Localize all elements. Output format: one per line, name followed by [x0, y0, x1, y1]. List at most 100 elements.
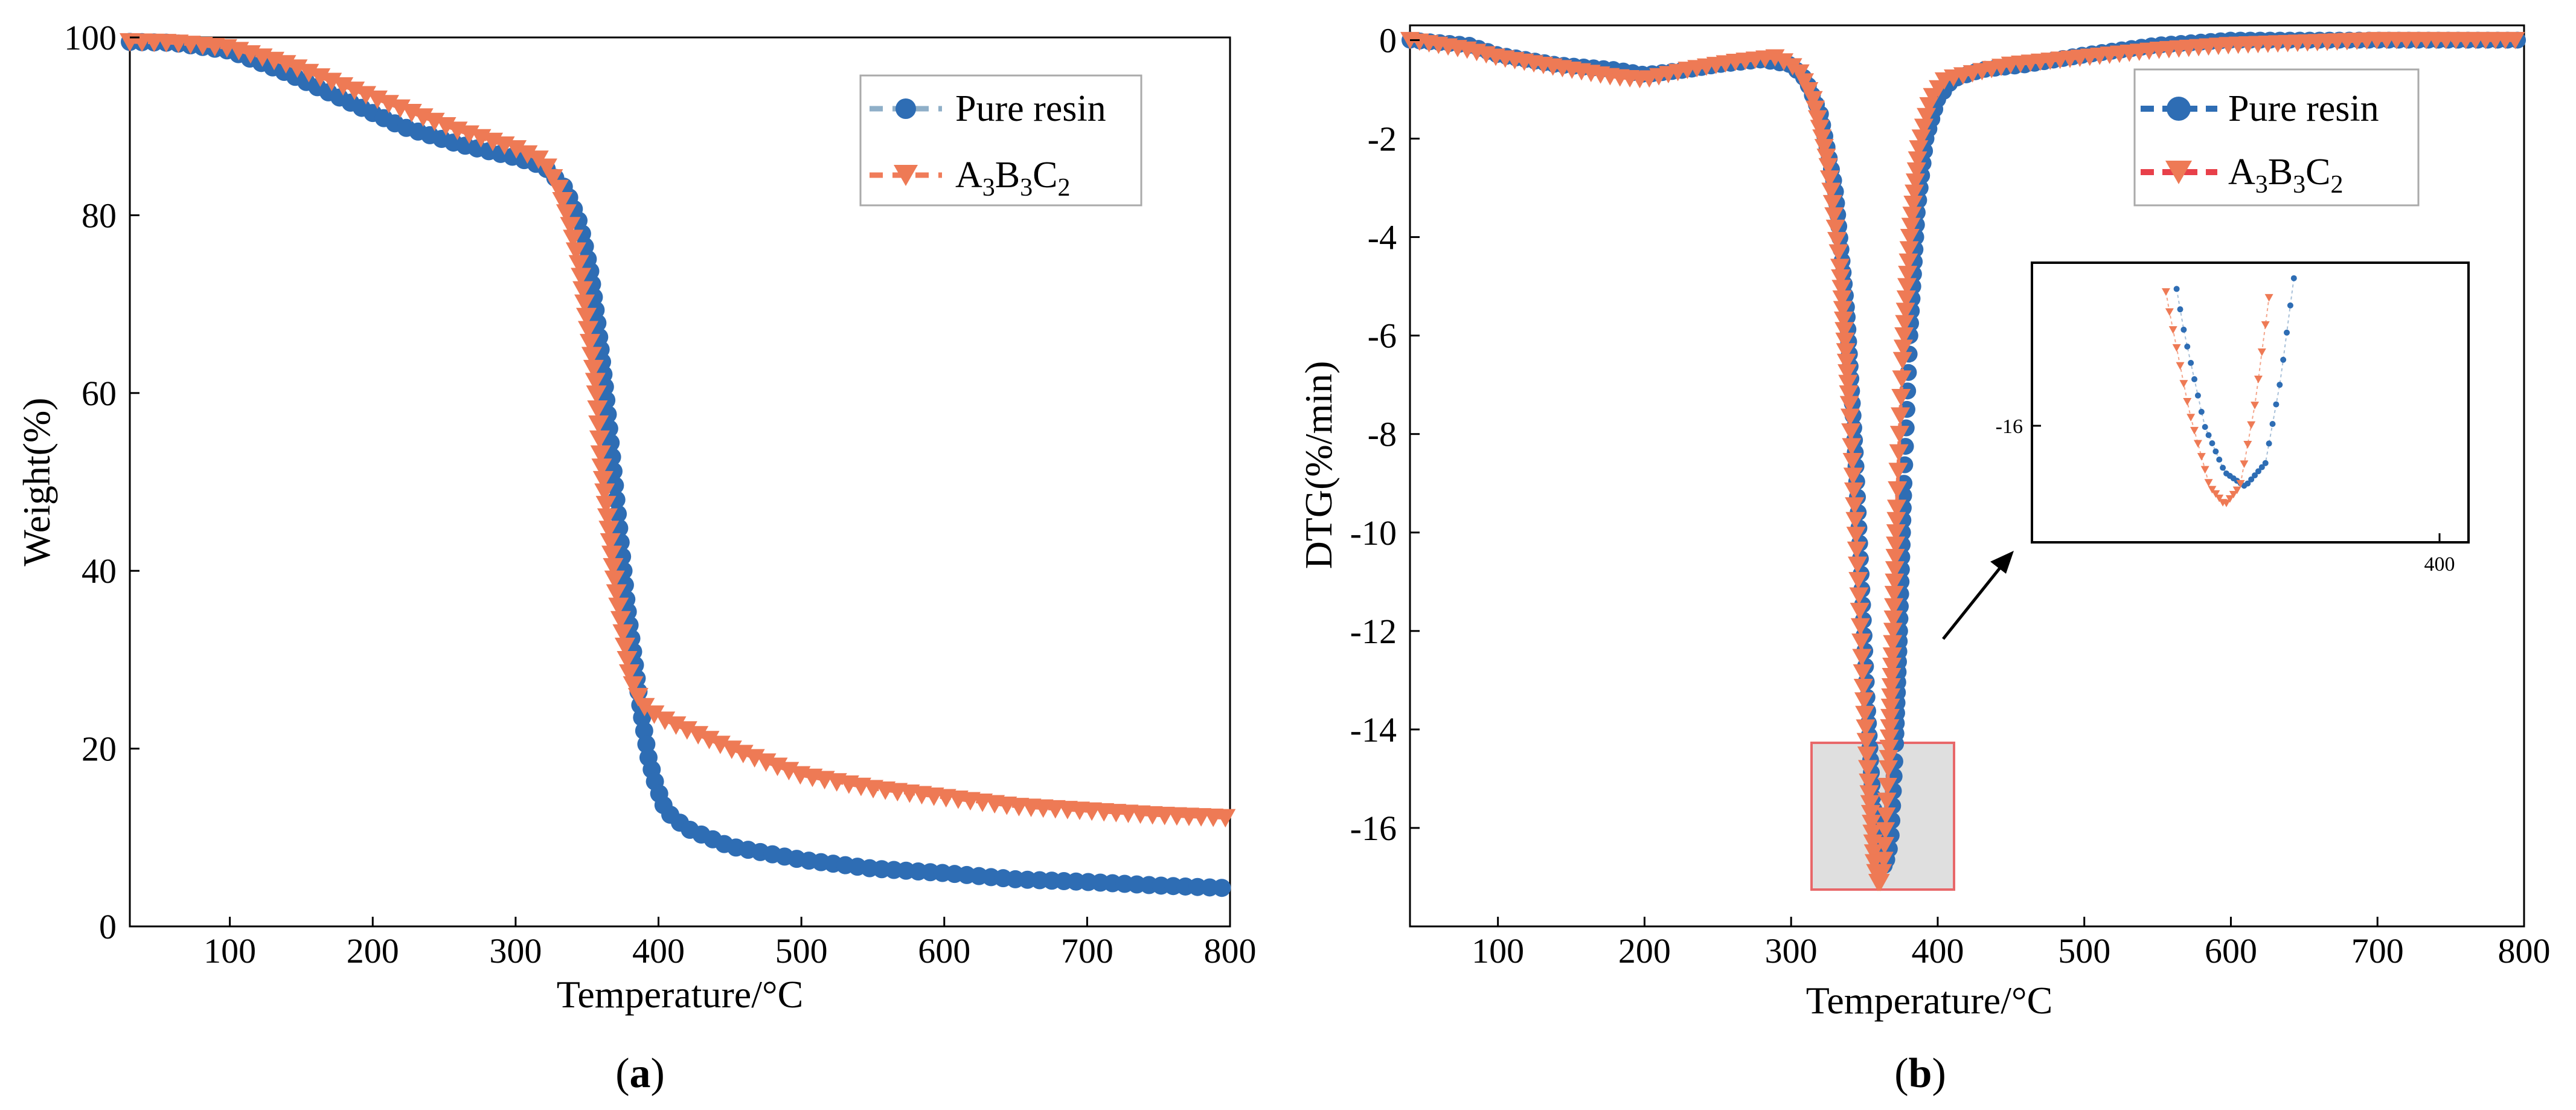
x-tick-label: 300: [489, 931, 542, 970]
inset-point-a3b3c2: [2240, 460, 2249, 469]
x-tick-label: 500: [775, 931, 828, 970]
panel-b-legend-marker-a3b3c2: [2165, 161, 2192, 184]
data-point-a3b3c2: [1880, 698, 1900, 716]
data-point-a3b3c2: [1888, 463, 1908, 481]
inset-point-pure-resin: [2269, 420, 2276, 427]
data-point-a3b3c2: [1841, 423, 1861, 441]
y-tick-label: 80: [82, 196, 117, 235]
inset-point-a3b3c2: [2251, 402, 2260, 409]
data-point-a3b3c2: [590, 445, 611, 464]
data-point-a3b3c2: [1873, 864, 1892, 882]
x-tick-label: 400: [1911, 931, 1964, 970]
data-point-a3b3c2: [1803, 91, 1823, 109]
data-point-a3b3c2: [1882, 647, 1902, 665]
data-point-a3b3c2: [1827, 232, 1847, 249]
y-tick-label: 40: [82, 551, 117, 591]
data-point-a3b3c2: [1834, 322, 1854, 340]
data-point-a3b3c2: [579, 333, 600, 353]
inset-point-pure-resin: [2248, 476, 2255, 483]
data-point-a3b3c2: [1835, 332, 1855, 350]
data-point-a3b3c2: [606, 584, 627, 603]
panel-b-zoom-arrow: [1942, 551, 2014, 640]
data-point-a3b3c2: [1896, 290, 1916, 308]
data-point-a3b3c2: [517, 145, 538, 164]
data-point-a3b3c2: [556, 204, 577, 223]
inset-point-pure-resin: [2205, 432, 2212, 438]
panel-a-y-axis: 0 20 40 60 80 100: [64, 18, 139, 946]
inset-point-pure-resin: [2212, 448, 2219, 455]
data-point-a3b3c2: [1856, 719, 1876, 737]
data-point-a3b3c2: [1889, 426, 1909, 443]
data-point-a3b3c2: [1901, 217, 1921, 236]
data-point-a3b3c2: [1853, 678, 1873, 696]
data-point-a3b3c2: [563, 229, 584, 248]
data-point-a3b3c2: [1909, 140, 1929, 158]
data-point-a3b3c2: [1886, 524, 1906, 542]
data-point-a3b3c2: [542, 169, 563, 188]
data-point-a3b3c2: [1853, 664, 1873, 682]
panel-b-legend-box: [2133, 68, 2420, 207]
data-point-a3b3c2: [592, 470, 614, 490]
data-point-a3b3c2: [1874, 836, 1894, 855]
panel-a-legend-sub2: 3: [1020, 174, 1033, 202]
data-point-a3b3c2: [1830, 258, 1850, 277]
inset-point-a3b3c2: [2183, 398, 2192, 406]
data-point-a3b3c2: [604, 570, 625, 589]
panel-a-legend-sub1: 3: [982, 174, 995, 202]
data-point-a3b3c2: [1812, 129, 1832, 147]
data-point-a3b3c2: [568, 255, 589, 274]
inset-point-pure-resin: [2273, 401, 2280, 408]
y-tick-label: 20: [82, 730, 117, 769]
data-point-a3b3c2: [1859, 773, 1879, 791]
data-point-a3b3c2: [1895, 303, 1915, 321]
data-point-a3b3c2: [608, 597, 629, 617]
inset-point-pure-resin: [2258, 464, 2265, 470]
panel-b-inset-frame: [2031, 261, 2470, 544]
data-point-a3b3c2: [1805, 100, 1825, 118]
inset-point-a3b3c2: [2215, 494, 2224, 502]
data-point-a3b3c2: [1857, 746, 1877, 764]
panel-b-x-axis-title: Temperature/°C: [1806, 979, 2053, 1022]
inset-point-a3b3c2: [2161, 288, 2170, 296]
data-point-a3b3c2: [1879, 739, 1899, 757]
data-point-a3b3c2: [1899, 241, 1919, 259]
data-point-a3b3c2: [617, 650, 638, 670]
data-point-a3b3c2: [1900, 228, 1920, 246]
panel-a-legend-c: C: [1033, 155, 1057, 196]
panel-a-legend-label-a3b3c2: A3B3C2: [955, 155, 1071, 202]
y-tick-label: -10: [1350, 513, 1397, 553]
data-point-a3b3c2: [1840, 408, 1860, 426]
inset-point-a3b3c2: [2222, 499, 2231, 507]
data-point-a3b3c2: [1898, 266, 1918, 283]
inset-point-pure-resin: [2290, 275, 2297, 281]
x-tick-label: 500: [2058, 931, 2110, 970]
y-tick-label: 100: [64, 18, 117, 57]
data-point-a3b3c2: [1845, 512, 1865, 530]
y-tick-label: 0: [1379, 21, 1397, 60]
data-point-a3b3c2: [585, 373, 606, 391]
panel-a-x-axis: 100 200 300 400 500 600 700 800: [203, 917, 1257, 970]
data-point-a3b3c2: [1903, 195, 1923, 213]
data-point-a3b3c2: [1851, 634, 1871, 651]
data-point-a3b3c2: [1884, 598, 1904, 616]
data-point-a3b3c2: [1882, 667, 1902, 685]
data-point-a3b3c2: [536, 158, 557, 178]
y-tick-label: 0: [99, 907, 117, 946]
data-point-pure-resin: [635, 722, 653, 740]
x-tick-label: 600: [918, 931, 970, 970]
data-point-a3b3c2: [1799, 82, 1819, 100]
data-point-a3b3c2: [1886, 512, 1906, 530]
panel-a-legend: Pure resin A3B3C2: [859, 74, 1142, 207]
inset-point-pure-resin: [2262, 460, 2269, 466]
data-point-a3b3c2: [1881, 688, 1901, 706]
data-point-a3b3c2: [588, 415, 609, 434]
data-point-a3b3c2: [1860, 804, 1880, 823]
data-point-a3b3c2: [1862, 824, 1882, 842]
panel-b-data-marks: [1400, 31, 2526, 891]
data-point-a3b3c2: [548, 179, 569, 199]
data-point-a3b3c2: [572, 281, 594, 300]
inset-point-pure-resin: [2198, 408, 2205, 415]
data-point-a3b3c2: [586, 385, 607, 404]
inset-point-a3b3c2: [2190, 426, 2199, 435]
